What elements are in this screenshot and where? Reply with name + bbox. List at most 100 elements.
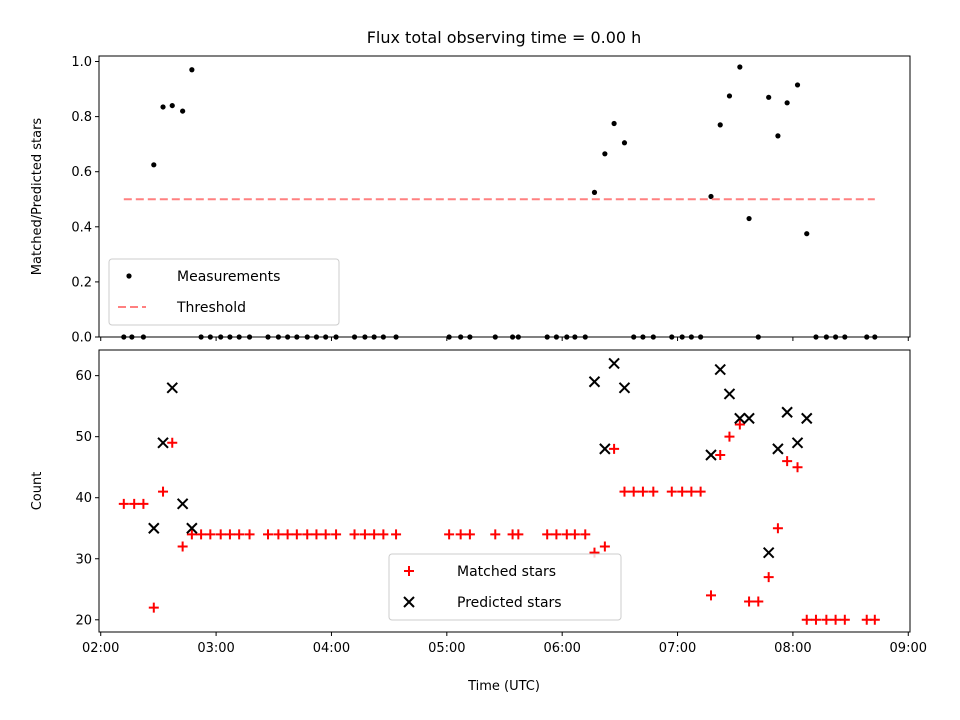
legend-swatch: [404, 566, 414, 576]
matched-stars-point: [263, 529, 274, 540]
matched-stars-point: [291, 529, 302, 540]
measurements-point: [794, 82, 801, 88]
x-tick-label: 07:00: [659, 641, 696, 656]
y-tick-label: 0.8: [71, 110, 92, 125]
measurements-point: [393, 334, 399, 340]
matched-stars-point: [744, 596, 755, 607]
predicted-stars-point: [608, 357, 620, 370]
measurements-point: [458, 334, 464, 340]
legend-swatch: [126, 273, 132, 279]
measurements-point: [246, 334, 253, 340]
measurements-point: [323, 334, 329, 340]
matched-stars-point: [215, 529, 226, 540]
measurements-point: [380, 334, 386, 340]
matched-stars-point: [619, 486, 630, 497]
panel-2: 02:00 03:00 04:00 05:00 06:00 07:00 08:00 09:00…: [30, 349, 927, 656]
measurements-point: [679, 334, 685, 340]
matched-stars-point: [666, 486, 677, 497]
matched-stars-point: [244, 529, 255, 540]
matched-stars-point: [830, 614, 841, 625]
measurements-point: [294, 334, 300, 340]
measurements-point: [864, 334, 870, 340]
predicted-stars-point: [743, 412, 755, 425]
matched-stars-point: [196, 529, 207, 540]
measurements-point: [333, 334, 339, 340]
measurements-point: [362, 334, 368, 340]
matched-stars-point: [599, 541, 610, 552]
measurements-point: [140, 334, 147, 340]
measurements-point: [553, 334, 560, 340]
measurements-point: [160, 104, 166, 110]
matched-stars-point: [369, 529, 380, 540]
measurements-point: [832, 334, 839, 340]
matched-stars-point: [792, 462, 803, 473]
measurements-point: [446, 334, 452, 340]
matched-stars-point: [724, 431, 735, 442]
matched-stars-point: [490, 529, 501, 540]
measurements-point: [631, 334, 637, 340]
predicted-stars-point: [166, 382, 178, 394]
measurements-point: [121, 334, 127, 340]
matched-stars-point: [455, 529, 466, 540]
matched-stars-point: [158, 486, 169, 497]
matched-stars-point: [359, 529, 370, 540]
matched-stars-point: [148, 602, 159, 613]
measurements-point: [351, 334, 358, 340]
predicted-stars-point: [772, 443, 784, 455]
measurements-point: [304, 334, 310, 340]
matched-stars-point: [753, 596, 764, 607]
predicted-stars-point: [618, 382, 631, 394]
matched-stars-point: [677, 486, 688, 497]
y-tick-label: 60: [75, 369, 92, 384]
measurements-point: [198, 334, 204, 340]
measurements-point: [371, 334, 377, 340]
measurements-point: [746, 215, 752, 222]
measurements-point: [775, 133, 781, 139]
predicted-stars-point: [157, 437, 169, 449]
measurements-point: [708, 193, 714, 200]
measurements-point: [218, 334, 224, 340]
matched-stars-point: [542, 529, 553, 540]
data-layer: [121, 64, 878, 340]
y-tick-label: 0.6: [71, 165, 92, 180]
legend-box: [108, 258, 340, 326]
measurements-point: [285, 334, 291, 340]
matched-stars-point: [234, 529, 245, 540]
measurements-point: [129, 334, 135, 340]
matched-stars-point: [648, 486, 659, 497]
matched-stars-point: [167, 437, 178, 448]
matched-stars-point: [609, 443, 620, 454]
matched-stars-point: [821, 614, 832, 625]
matched-stars-point: [695, 486, 706, 497]
y-axis-label: Count: [30, 472, 45, 511]
plot-frame: [98, 55, 911, 338]
legend-label: Threshold: [176, 300, 246, 316]
measurements-point: [189, 67, 195, 73]
measurements-point: [275, 334, 281, 340]
measurements-point: [265, 334, 271, 340]
measurements-point: [755, 334, 761, 340]
plot-frame: [98, 349, 911, 633]
predicted-stars-point: [714, 363, 726, 376]
measurements-point: [169, 102, 175, 109]
x-tick-label: 08:00: [774, 641, 811, 656]
matched-stars-point: [839, 614, 850, 625]
measurements-point: [602, 151, 608, 157]
matched-stars-point: [331, 529, 342, 540]
measurements-point: [582, 334, 588, 340]
figure-title: Flux total observing time = 0.00 h: [367, 28, 642, 47]
measurements-point: [207, 334, 213, 340]
matched-stars-point: [551, 529, 562, 540]
measurements-point: [726, 93, 733, 99]
matched-stars-point: [311, 529, 322, 540]
matched-stars-point: [320, 529, 331, 540]
measurements-point: [737, 64, 743, 70]
measurements-point: [650, 334, 656, 340]
predicted-stars-point: [599, 443, 611, 455]
y-tick-label: 50: [75, 430, 92, 445]
matched-stars-point: [705, 590, 716, 601]
measurements-point: [698, 334, 704, 340]
measurements-point: [842, 334, 848, 340]
measurements-point: [669, 334, 675, 340]
measurements-point: [236, 334, 242, 340]
